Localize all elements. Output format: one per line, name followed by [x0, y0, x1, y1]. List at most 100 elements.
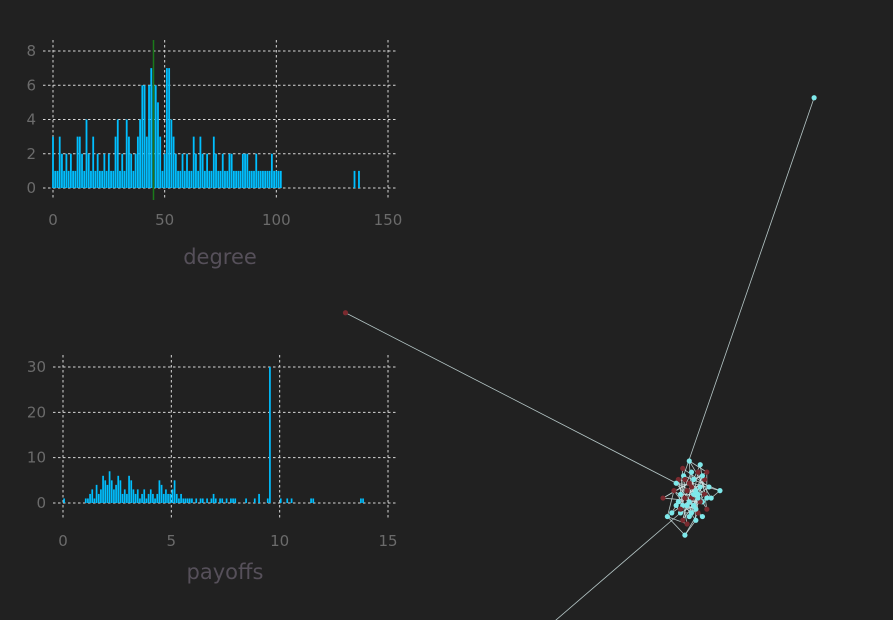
graph-edge [688, 460, 712, 499]
histogram-bar [215, 153, 217, 188]
histogram-bar [125, 119, 128, 188]
x-tick-label: 150 [374, 211, 403, 229]
histogram-bar [170, 119, 173, 188]
histogram-bar [102, 475, 104, 503]
histogram-bar [115, 484, 117, 503]
histogram-bar [277, 170, 280, 188]
histogram-bar [130, 480, 133, 503]
histogram-bar [225, 498, 228, 503]
histogram-bar [279, 498, 282, 503]
histogram-bar [179, 170, 182, 188]
histogram-bar [152, 493, 154, 503]
histogram-bar [52, 136, 54, 188]
histogram-bar [132, 170, 135, 188]
histogram-bar [162, 493, 165, 503]
histogram-bar [165, 489, 167, 503]
histogram-bar [166, 68, 168, 188]
graph-node [699, 513, 706, 520]
histogram-bar [107, 153, 110, 188]
histogram-bar [286, 498, 289, 503]
histogram-bar [139, 119, 141, 188]
x-tick-label: 5 [167, 532, 177, 550]
graph-edge [682, 497, 699, 521]
histogram-bar [217, 170, 220, 188]
graph-node [684, 521, 690, 527]
histogram-bar [210, 170, 213, 188]
histogram-bar [121, 153, 124, 188]
histogram-bar [186, 153, 188, 188]
histogram-bar [83, 170, 86, 188]
histogram-bar [163, 153, 166, 188]
histogram-bar [93, 498, 96, 503]
histogram-bar [173, 480, 176, 503]
histogram-bar [97, 493, 100, 503]
histogram-bar [188, 170, 191, 188]
histogram-bar [230, 153, 233, 188]
graph-node [342, 310, 349, 316]
histogram-bar [61, 153, 63, 188]
histogram-bar [266, 498, 269, 503]
histogram-bar [158, 480, 161, 503]
histogram-bar [161, 170, 164, 188]
histogram-bar [119, 170, 121, 188]
x-tick-label: 10 [270, 532, 289, 550]
histogram-bar [65, 153, 68, 188]
histogram-bar [108, 471, 111, 503]
graph-node [704, 469, 710, 475]
x-tick-label: 0 [58, 532, 68, 550]
histogram-bar [145, 136, 148, 188]
histogram-bar [123, 489, 126, 503]
degree-histogram-panel: 0 50 100 150 0 2 4 6 8 degree [26, 40, 402, 269]
y-tick-label: 6 [26, 76, 36, 94]
graph-node [669, 510, 675, 516]
histogram-bar [136, 489, 139, 503]
histogram-bar [172, 136, 175, 188]
x-axis-label: payoffs [187, 560, 264, 584]
histogram-bar [110, 480, 113, 503]
graph-node [706, 484, 712, 490]
histogram-bar [228, 153, 231, 188]
histogram-bar [67, 170, 70, 188]
histogram-bar [310, 498, 312, 503]
histogram-bar [181, 153, 184, 188]
histogram-bar [160, 484, 163, 503]
histogram-bar [99, 170, 101, 188]
histogram-bar [112, 170, 115, 188]
histogram-bar [175, 493, 178, 503]
histogram-bar [58, 136, 61, 188]
histogram-bar [188, 498, 191, 503]
histogram-bar [116, 119, 119, 188]
histogram-bar [167, 493, 169, 503]
graph-edge [683, 97, 815, 476]
histogram-bar [63, 498, 65, 503]
graph-node [708, 495, 714, 501]
y-tick-label: 4 [26, 111, 36, 129]
graph-node [697, 484, 703, 490]
histogram-bar [290, 498, 293, 503]
histogram-bar [156, 493, 159, 503]
histogram-bar [241, 153, 244, 188]
histogram-bar [239, 170, 242, 188]
histogram-bar [130, 153, 133, 188]
histogram-bar [192, 136, 195, 188]
histogram-bar [233, 170, 235, 188]
graph-node [691, 476, 697, 483]
histogram-bar [197, 170, 200, 188]
histogram-bar [270, 153, 273, 188]
graph-node [682, 495, 688, 501]
histogram-bar [174, 153, 177, 188]
histogram-bar [199, 136, 202, 188]
histogram-bar [253, 170, 255, 188]
histogram-bar [143, 489, 146, 503]
histogram-bar [201, 498, 204, 503]
histogram-bar [90, 170, 92, 188]
histogram-bar [134, 153, 137, 188]
histogram-bar [195, 153, 197, 188]
graph-edge [683, 475, 721, 492]
histogram-bar [312, 498, 315, 503]
histogram-bar [266, 170, 269, 188]
histogram-bar [362, 498, 364, 503]
graph-node [680, 465, 686, 471]
histogram-bar [226, 170, 229, 188]
histogram-bar [358, 170, 360, 188]
